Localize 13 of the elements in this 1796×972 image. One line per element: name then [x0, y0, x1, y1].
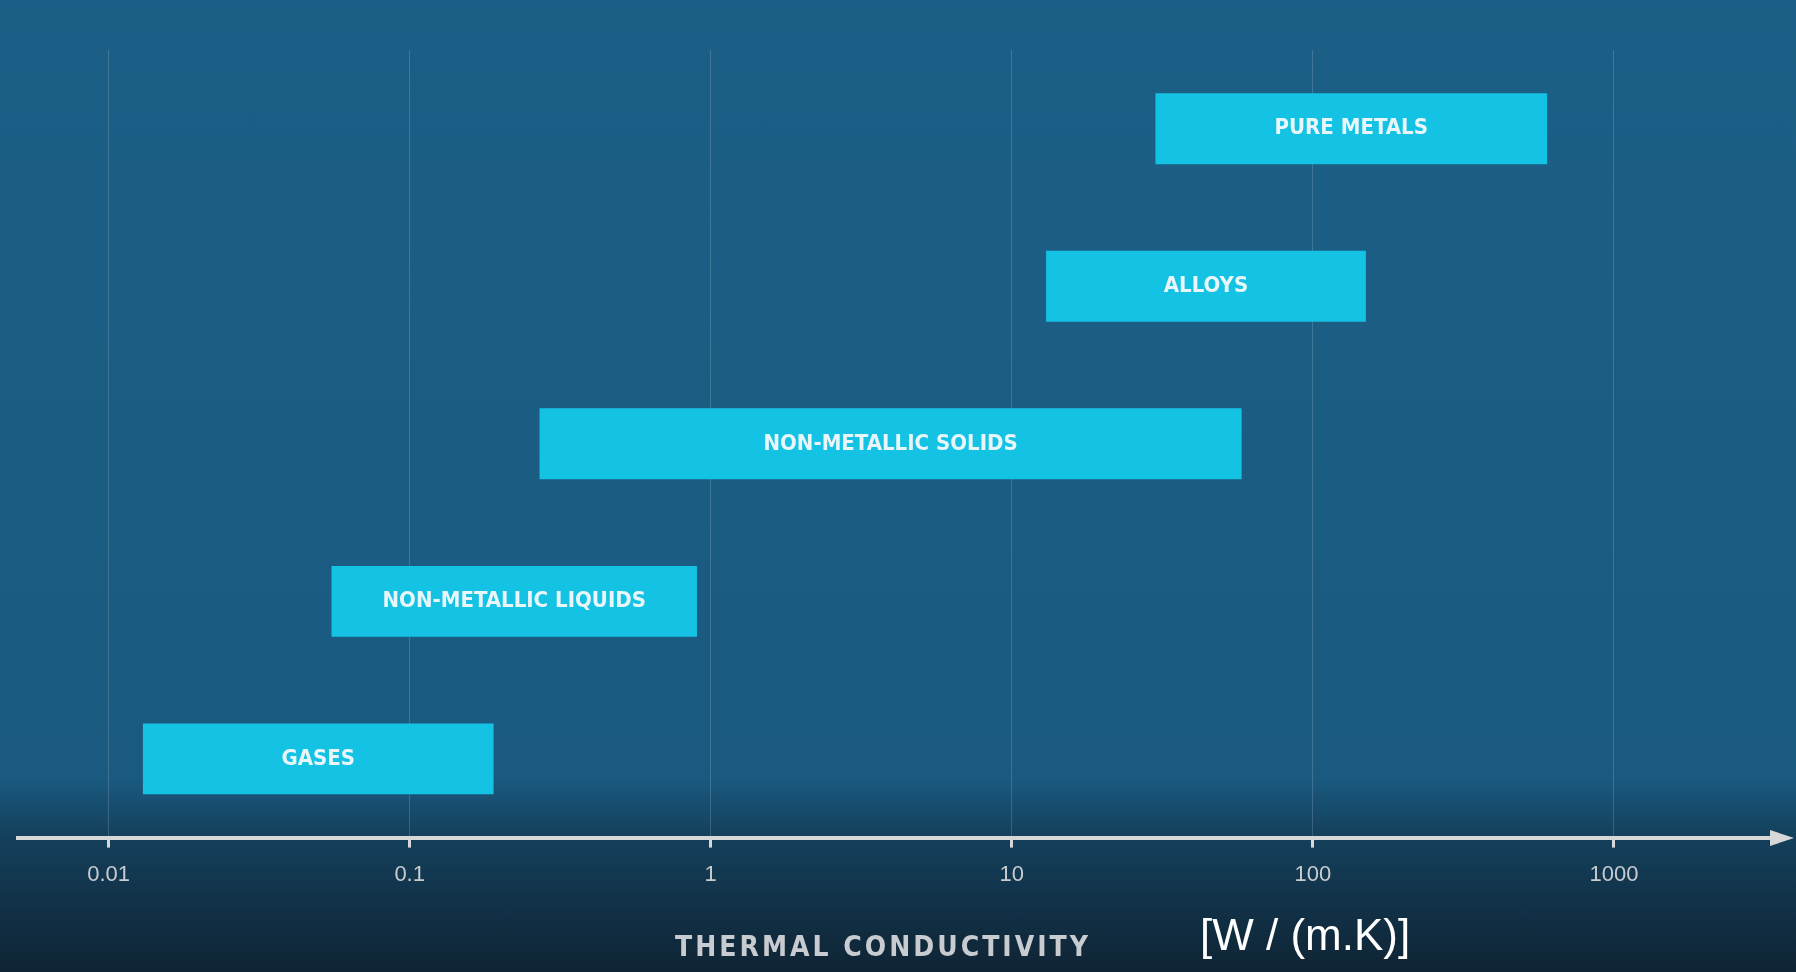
y-tick-label: ALLOYS [1163, 272, 1249, 297]
x-tick-label: 0.01 [87, 860, 131, 886]
text: [W / (m.K)] [1200, 910, 1411, 960]
y-tick-label: NON-METALLIC LIQUIDS [382, 587, 646, 613]
x-tick-label: 10 [999, 860, 1025, 886]
x-tick-label: 100 [1294, 860, 1332, 886]
x-tick-label: 1 [704, 860, 717, 886]
x-tick-label: 1000 [1589, 860, 1639, 886]
y-tick-label: NON-METALLIC SOLIDS [763, 429, 1018, 455]
y-tick-label: GASES [281, 744, 356, 770]
x-tick-label: 0.1 [394, 860, 425, 886]
y-tick-label: PURE METALS [1274, 114, 1428, 140]
x-axis-title: THERMAL CONDUCTIVITY [675, 930, 1091, 963]
